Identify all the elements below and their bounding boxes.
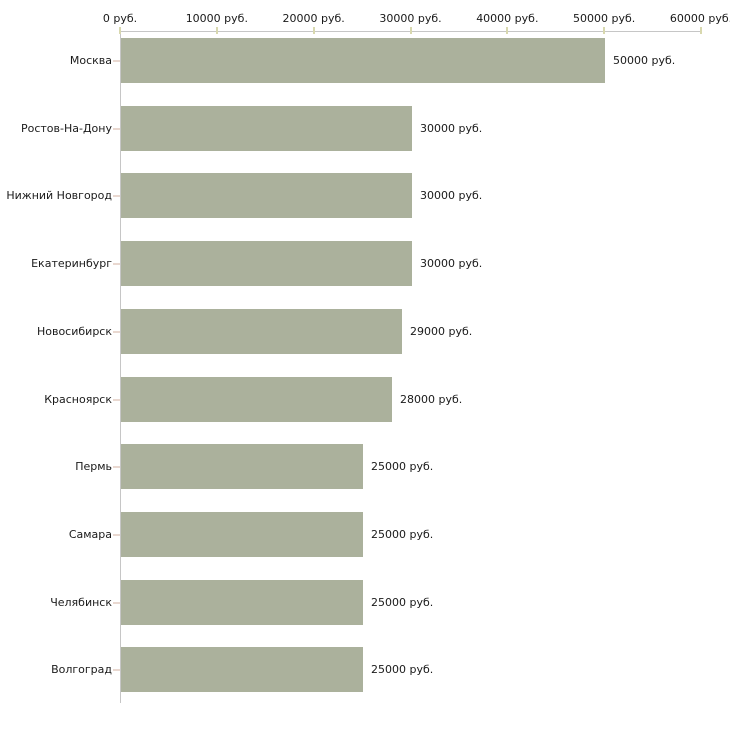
bar-value-label: 25000 руб. [371,596,434,609]
category-tick [113,195,120,197]
bar-row: Челябинск 25000 руб. [0,580,730,625]
category-label: Волгоград [51,663,112,676]
x-axis-tick-label: 40000 руб. [476,12,539,25]
bar-value-label: 25000 руб. [371,460,434,473]
category-label: Самара [68,528,112,541]
category-tick [113,669,120,671]
bar-row: Самара 25000 руб. [0,512,730,557]
category-tick [113,60,120,62]
x-axis-tick-label: 60000 руб. [669,12,730,25]
bar [121,512,363,557]
category-tick [113,263,120,265]
category-tick [113,466,120,468]
bar-row: Нижний Новгород 30000 руб. [0,173,730,218]
category-label: Пермь [75,460,112,473]
x-axis-tick-label: 30000 руб. [379,12,442,25]
x-axis-tick-label: 10000 руб. [185,12,248,25]
x-axis-tick [119,27,121,34]
bar-row: Екатеринбург 30000 руб. [0,241,730,286]
bar-row: Красноярск 28000 руб. [0,377,730,422]
x-axis-tick-label: 50000 руб. [573,12,636,25]
category-label: Ростов-На-Дону [20,122,112,135]
x-axis-tick [506,27,509,34]
x-axis-tick [700,27,702,34]
bar-row: Ростов-На-Дону 30000 руб. [0,106,730,151]
x-axis-tick [603,27,606,34]
bar [121,173,412,218]
bar-row: Волгоград 25000 руб. [0,647,730,692]
category-label: Красноярск [44,393,112,406]
bar-row: Пермь 25000 руб. [0,444,730,489]
bar [121,580,363,625]
bar-value-label: 30000 руб. [420,122,483,135]
category-tick [113,534,120,536]
category-label: Нижний Новгород [6,189,112,202]
bar-value-label: 29000 руб. [410,325,473,338]
bar-row: Москва 50000 руб. [0,38,730,83]
x-axis-tick-label: 20000 руб. [282,12,345,25]
bar [121,647,363,692]
x-axis-tick-label: 0 руб. [102,12,138,25]
bar-row: Новосибирск 29000 руб. [0,309,730,354]
bar [121,106,412,151]
category-label: Новосибирск [36,325,112,338]
x-axis-tick [215,27,218,34]
bar [121,444,363,489]
bar-value-label: 25000 руб. [371,528,434,541]
category-label: Екатеринбург [31,257,112,270]
bar-value-label: 25000 руб. [371,663,434,676]
bar-value-label: 30000 руб. [420,189,483,202]
category-tick [113,399,120,401]
category-tick [113,331,120,333]
bar [121,38,605,83]
bar-value-label: 50000 руб. [613,54,676,67]
x-axis-tick [312,27,315,34]
category-tick [113,128,120,130]
y-axis-line [120,31,121,703]
x-axis-tick [409,27,412,34]
category-label: Москва [69,54,112,67]
bar-value-label: 28000 руб. [400,393,463,406]
bar [121,241,412,286]
bar-value-label: 30000 руб. [420,257,483,270]
bar [121,377,392,422]
category-tick [113,602,120,604]
category-label: Челябинск [50,596,112,609]
bar [121,309,402,354]
